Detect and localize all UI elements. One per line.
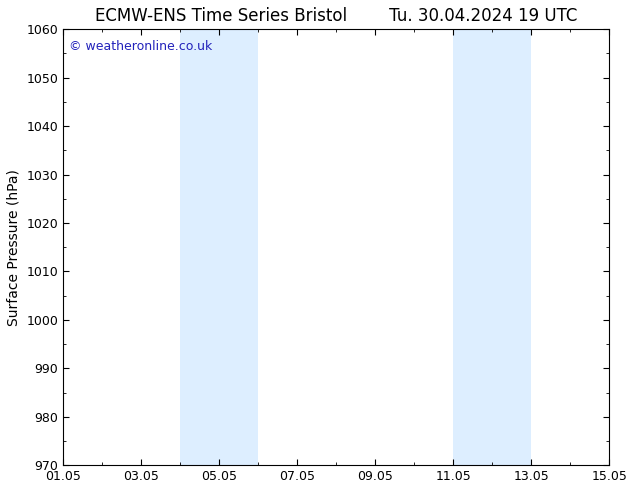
Title: ECMW-ENS Time Series Bristol        Tu. 30.04.2024 19 UTC: ECMW-ENS Time Series Bristol Tu. 30.04.2… (95, 7, 578, 25)
Bar (453, 29, 531, 465)
Text: © weatheronline.co.uk: © weatheronline.co.uk (68, 40, 212, 53)
Y-axis label: Surface Pressure (hPa): Surface Pressure (hPa) (7, 169, 21, 326)
Bar (180, 29, 258, 465)
